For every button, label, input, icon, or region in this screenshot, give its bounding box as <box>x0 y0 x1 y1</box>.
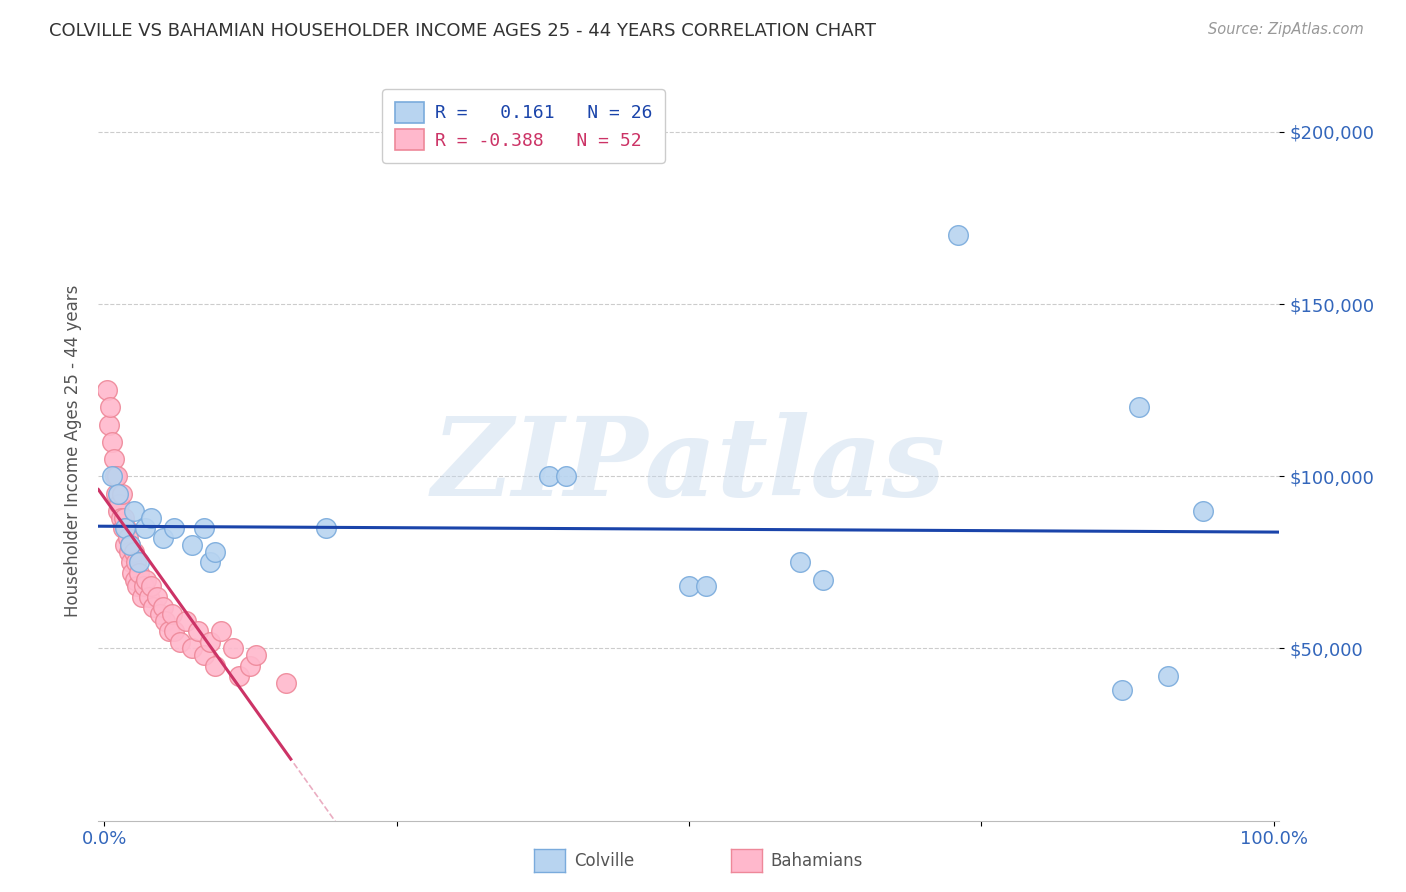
Point <box>107 504 129 518</box>
Point <box>1128 401 1150 415</box>
Point <box>555 469 578 483</box>
Point <box>108 497 131 511</box>
Point <box>105 469 128 483</box>
Legend: R =   0.161   N = 26, R = -0.388   N = 52: R = 0.161 N = 26, R = -0.388 N = 52 <box>382 89 665 162</box>
Point <box>181 641 204 656</box>
Point <box>139 579 162 593</box>
Point <box>115 521 138 535</box>
Point <box>146 590 169 604</box>
Point <box>98 401 121 415</box>
Point <box>125 579 148 593</box>
Point <box>128 566 150 580</box>
Point <box>239 658 262 673</box>
Point <box>118 538 141 552</box>
Point <box>209 624 232 639</box>
Point <box>157 624 180 639</box>
Point <box>163 624 186 639</box>
Point <box>149 607 172 621</box>
Point <box>112 510 135 524</box>
Text: Bahamians: Bahamians <box>770 852 863 870</box>
Point <box>114 538 136 552</box>
Point <box>97 417 120 432</box>
Point <box>245 648 267 663</box>
Point <box>315 521 337 535</box>
Point <box>222 641 245 656</box>
Point <box>107 486 129 500</box>
Point <box>142 600 165 615</box>
Point <box>110 510 132 524</box>
Text: Colville: Colville <box>574 852 634 870</box>
Point <box>153 614 176 628</box>
Point <box>152 531 174 545</box>
Point <box>111 486 134 500</box>
Text: COLVILLE VS BAHAMIAN HOUSEHOLDER INCOME AGES 25 - 44 YEARS CORRELATION CHART: COLVILLE VS BAHAMIAN HOUSEHOLDER INCOME … <box>49 22 876 40</box>
Point <box>537 469 560 483</box>
Point <box>789 555 811 569</box>
Point <box>152 600 174 615</box>
Point <box>131 590 153 604</box>
Point <box>135 573 157 587</box>
Point <box>274 676 297 690</box>
Point <box>118 545 141 559</box>
Point <box>187 624 209 639</box>
Point <box>117 531 139 545</box>
Point <box>138 590 160 604</box>
Point <box>181 538 204 552</box>
Point <box>139 510 162 524</box>
Text: Source: ZipAtlas.com: Source: ZipAtlas.com <box>1208 22 1364 37</box>
Point <box>228 669 250 683</box>
Point <box>1192 504 1215 518</box>
Point <box>101 469 124 483</box>
Point <box>198 634 221 648</box>
Text: ZIPatlas: ZIPatlas <box>432 411 946 519</box>
Point <box>96 383 118 397</box>
Point <box>111 521 134 535</box>
Point <box>114 521 136 535</box>
Point <box>695 579 717 593</box>
Point <box>174 614 197 628</box>
Point <box>101 434 124 449</box>
Point <box>169 634 191 648</box>
Point <box>104 486 127 500</box>
Point <box>1111 682 1133 697</box>
Point <box>204 545 226 559</box>
Point <box>1157 669 1180 683</box>
Point <box>118 538 141 552</box>
Point <box>204 658 226 673</box>
Point <box>120 555 142 569</box>
Point <box>122 504 145 518</box>
Point <box>946 228 969 243</box>
Point <box>103 452 125 467</box>
Point <box>128 555 150 569</box>
Point <box>121 566 143 580</box>
Point <box>193 521 215 535</box>
Y-axis label: Householder Income Ages 25 - 44 years: Householder Income Ages 25 - 44 years <box>63 285 82 616</box>
Point <box>193 648 215 663</box>
Point <box>132 579 155 593</box>
Point <box>813 573 835 587</box>
Point <box>104 469 127 483</box>
Point <box>163 521 186 535</box>
Point <box>134 521 156 535</box>
Point <box>160 607 183 621</box>
Point <box>122 545 145 559</box>
Point <box>678 579 700 593</box>
Point <box>124 573 146 587</box>
Point <box>125 555 148 569</box>
Point <box>198 555 221 569</box>
